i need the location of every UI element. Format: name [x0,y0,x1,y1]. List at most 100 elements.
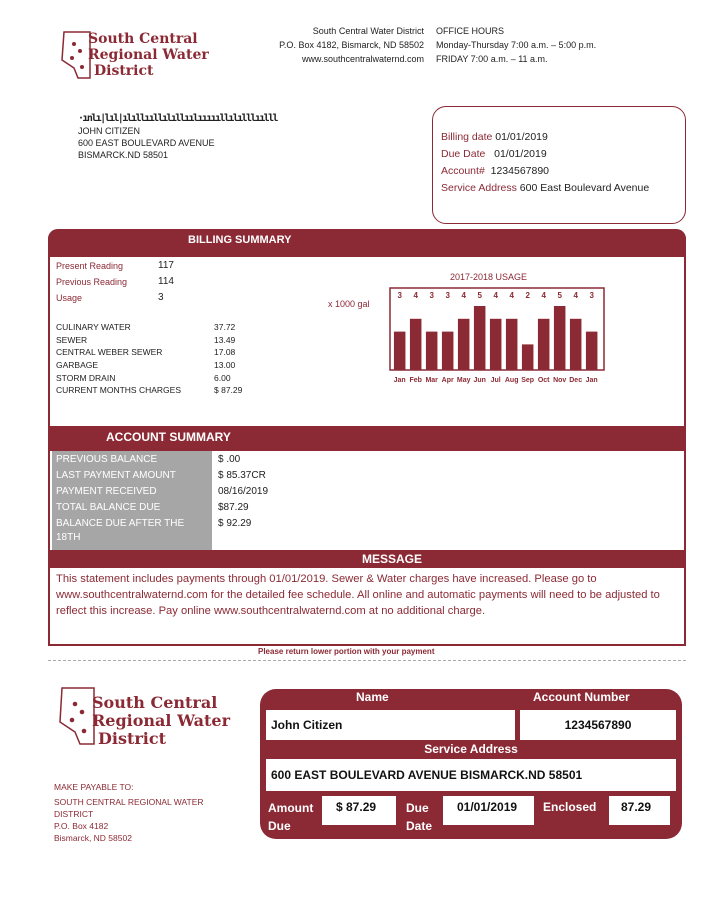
usage-bar [521,344,534,370]
account-info-box: Billing date 01/01/2019 Due Date 01/01/2… [432,106,686,224]
logo-line-2: Regional Water [92,711,231,730]
account-row: TOTAL BALANCE DUE $87.29 [52,500,352,517]
slip-due-field[interactable]: 01/01/2019 [443,796,534,825]
account-row-value: $ 92.29 [218,518,252,529]
charge-label: CULINARY WATER [56,322,131,332]
bar-value-label: 4 [461,291,466,300]
month-tick-label: Sep [521,377,534,384]
slip-service-field[interactable]: 600 EAST BOULEVARD AVENUE BISMARCK.ND 58… [266,759,676,791]
slip-account-label: Account Number [533,690,630,704]
charge-row: CURRENT MONTHS CHARGES $ 87.29 [56,384,242,397]
payable-title: MAKE PAYABLE TO: [54,782,134,792]
state-outline-icon [61,31,91,79]
slip-enclosed-field[interactable]: 87.29 [609,796,670,825]
charge-label: CENTRAL WEBER SEWER [56,347,163,358]
bar-value-label: 5 [477,291,482,300]
due-date: 01/01/2019 [494,148,547,160]
month-tick-label: Apr [442,377,454,384]
mail-name: JOHN CITIZEN [78,126,140,136]
account-row: PREVIOUS BALANCE $ .00 [52,452,352,468]
logo-line-3: District [98,729,166,748]
account-label: Account# [441,165,485,177]
month-tick-label: Dec [569,377,582,384]
slip-enclosed-label: Enclosed [543,800,597,814]
message-header: MESSAGE [48,550,686,568]
billing-date: 01/01/2019 [495,131,548,143]
cut-line [48,660,686,661]
month-tick-label: Mar [425,377,438,384]
charge-value: 37.72 [214,322,236,332]
bar-value-label: 2 [525,291,530,300]
bar-value-label: 5 [557,291,562,300]
charge-label: SEWER [56,334,88,345]
month-tick-label: Oct [538,377,550,384]
logo-line-1: South Central [92,693,218,712]
usage-bar [505,318,518,370]
account-number: 1234567890 [490,165,550,177]
month-tick-label: Jun [473,377,485,384]
usage-bar [425,331,438,370]
account-row: LAST PAYMENT AMOUNT $ 85.37CR [52,468,352,484]
bar-value-label: 4 [573,291,578,300]
bar-value-label: 3 [589,291,594,300]
billing-summary-header: BILLING SUMMARY [48,229,686,257]
slip-service-label: Service Address [424,742,518,756]
account-row-value: $ .00 [218,454,241,465]
reading-value: 3 [158,292,164,303]
month-tick-label: Jan [394,377,406,384]
reading-label: Usage [56,293,83,303]
district-web[interactable]: www.southcentralwaternd.com [301,54,424,64]
mail-street: 600 EAST BOULEVARD AVENUE [78,138,215,148]
charge-label: CURRENT MONTHS CHARGES [56,385,181,396]
account-row-value: $87.29 [218,502,249,513]
payable-name: SOUTH CENTRAL REGIONAL WATER DISTRICT [54,797,204,819]
service-address: 600 East Boulevard Avenue [519,182,650,194]
usage-chart: 3 Jan 4 Feb 3 Mar 3 Apr 4 May 5 Jun 4 Jul 4 Aug 2 Sep 4 Oct… [389,287,605,384]
bar-value-label: 3 [445,291,450,300]
account-row: PAYMENT RECEIVED 08/16/2019 [52,484,352,500]
district-name: South Central Water District [312,26,424,36]
charge-value: $ 87.29 [214,385,243,396]
mailing-address: ·ınlı|lıl|ılıllııllılıllıılıııııllılılll… [78,112,279,161]
month-tick-label: Jul [491,377,501,384]
usage-bar [393,331,406,370]
charge-row: STORM DRAIN 6.00 [56,372,231,385]
slip-amount-field[interactable]: $ 87.29 [322,796,396,825]
bar-value-label: 3 [397,291,402,300]
account-row: BALANCE DUE AFTER THE 18TH $ 92.29 [52,517,352,549]
reading-label: Present Reading [56,261,124,271]
usage-bar [473,306,486,370]
charge-row: CULINARY WATER 37.72 [56,321,235,334]
month-tick-label: Nov [553,377,566,384]
account-row-value: $ 85.37CR [218,470,266,481]
charge-label: STORM DRAIN [56,372,116,383]
charge-value: 13.49 [214,334,236,345]
account-row-label: PAYMENT RECEIVED [56,486,157,497]
logo-line-1: South Central [88,31,198,47]
service-label: Service Address [441,182,517,194]
charges: CULINARY WATER 37.72 SEWER 13.49 CENTRAL WEB… [56,321,242,397]
slip-account-field[interactable]: 1234567890 [520,710,676,740]
mail-city: BISMARCK.ND 58501 [78,150,169,160]
usage-bar [537,318,550,370]
logo-line-2: Regional Water [88,47,209,63]
postal-barcode: ·ınlı|lıl|ılıllııllılıllıılıııııllılılll… [78,113,279,124]
account-row-label: TOTAL BALANCE DUE [56,502,161,513]
usage-bar [553,306,566,370]
account-row-label: PREVIOUS BALANCE [56,454,158,465]
slip-name-field[interactable]: John Citizen [266,710,515,740]
slip-amount-label: Amount Due [268,801,314,833]
state-outline-icon [59,687,95,745]
charge-value: 13.00 [214,360,236,371]
chart-title: 2017-2018 USAGE [450,272,528,282]
slip-name-label: Name [356,690,389,704]
return-note: Please return lower portion with your pa… [258,647,435,656]
usage-bar [441,331,454,370]
charge-row: SEWER 13.49 [56,334,235,347]
usage-bar [569,318,582,370]
bar-value-label: 4 [413,291,418,300]
bar-value-label: 4 [493,291,498,300]
charge-row: CENTRAL WEBER SEWER 17.08 [56,346,235,359]
payable-po: P.O. Box 4182 [54,821,109,831]
reading-row: Previous Reading 114 [56,274,174,290]
